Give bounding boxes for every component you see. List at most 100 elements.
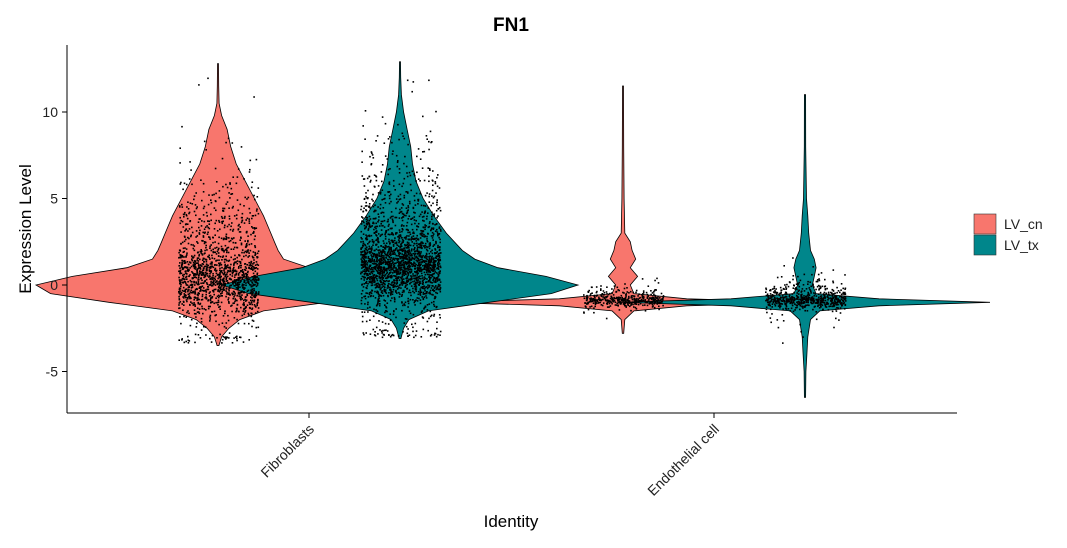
data-point bbox=[239, 203, 242, 206]
data-point bbox=[225, 235, 227, 238]
data-point bbox=[434, 256, 437, 259]
data-point bbox=[206, 283, 209, 285]
data-point bbox=[370, 280, 372, 282]
data-point bbox=[610, 295, 612, 298]
data-point bbox=[419, 256, 422, 258]
data-point bbox=[371, 282, 373, 284]
data-point bbox=[247, 235, 249, 237]
data-point bbox=[393, 251, 396, 254]
data-point bbox=[417, 148, 420, 150]
data-point bbox=[650, 290, 652, 292]
data-point bbox=[179, 267, 181, 269]
data-point bbox=[390, 290, 392, 293]
data-point bbox=[783, 265, 785, 267]
data-point bbox=[399, 234, 402, 236]
data-point bbox=[374, 263, 377, 265]
data-point bbox=[210, 201, 213, 204]
data-point bbox=[799, 302, 801, 304]
data-point bbox=[228, 207, 230, 209]
data-point bbox=[408, 271, 411, 273]
data-point bbox=[180, 283, 182, 286]
data-point bbox=[816, 285, 819, 288]
data-point bbox=[241, 283, 244, 286]
data-point bbox=[372, 222, 374, 225]
data-point bbox=[791, 301, 793, 303]
data-point bbox=[792, 278, 794, 281]
data-point bbox=[606, 295, 609, 297]
data-point bbox=[589, 300, 592, 302]
data-point bbox=[782, 287, 785, 290]
data-point bbox=[395, 262, 397, 264]
data-point bbox=[589, 299, 592, 301]
data-point bbox=[241, 290, 243, 292]
data-point bbox=[233, 295, 235, 298]
data-point bbox=[797, 275, 799, 278]
data-point bbox=[239, 226, 241, 228]
data-point bbox=[817, 302, 820, 304]
data-point bbox=[792, 301, 795, 303]
data-point bbox=[812, 266, 814, 268]
data-point bbox=[602, 294, 605, 296]
data-point bbox=[242, 310, 244, 313]
data-point bbox=[180, 291, 183, 294]
data-point bbox=[382, 224, 384, 227]
data-point bbox=[233, 276, 236, 278]
data-point bbox=[245, 254, 247, 257]
data-point bbox=[375, 266, 377, 268]
data-point bbox=[405, 280, 408, 283]
data-point bbox=[222, 207, 224, 210]
data-point bbox=[368, 260, 370, 263]
data-point bbox=[408, 215, 411, 217]
data-point bbox=[791, 295, 793, 298]
data-point bbox=[844, 274, 846, 276]
data-point bbox=[230, 305, 232, 307]
data-point bbox=[402, 213, 405, 215]
data-point bbox=[800, 299, 803, 302]
data-point bbox=[382, 211, 385, 214]
data-point bbox=[807, 301, 809, 304]
data-point bbox=[232, 230, 234, 232]
data-point bbox=[831, 305, 834, 308]
data-point bbox=[386, 261, 388, 263]
data-point bbox=[409, 252, 412, 254]
data-point bbox=[414, 237, 417, 240]
data-point bbox=[770, 300, 772, 302]
data-point bbox=[384, 260, 387, 263]
data-point bbox=[375, 175, 377, 177]
data-point bbox=[391, 232, 393, 234]
data-point bbox=[384, 197, 386, 200]
data-point bbox=[375, 255, 377, 258]
data-point bbox=[829, 305, 832, 307]
data-point bbox=[387, 168, 390, 171]
data-point bbox=[407, 306, 409, 308]
data-point bbox=[213, 277, 216, 280]
data-point bbox=[377, 240, 379, 242]
data-point bbox=[192, 256, 195, 258]
data-point bbox=[241, 269, 243, 272]
data-point bbox=[224, 282, 227, 285]
data-point bbox=[432, 228, 435, 230]
data-point bbox=[236, 303, 239, 306]
data-point bbox=[374, 276, 376, 279]
x-axis-ticks: Fibroblasts Endothelial cell bbox=[257, 413, 722, 499]
data-point bbox=[421, 211, 423, 213]
data-point bbox=[210, 249, 213, 252]
data-point bbox=[231, 293, 234, 296]
data-point bbox=[179, 294, 181, 296]
data-point bbox=[434, 286, 436, 288]
data-point bbox=[601, 304, 604, 307]
data-point bbox=[384, 259, 386, 261]
data-point bbox=[387, 280, 389, 283]
data-point bbox=[232, 290, 235, 293]
data-point bbox=[436, 251, 438, 253]
data-point bbox=[223, 237, 225, 240]
data-point bbox=[243, 284, 245, 286]
data-point bbox=[836, 307, 838, 309]
data-point bbox=[213, 207, 216, 209]
data-point bbox=[391, 233, 394, 235]
data-point bbox=[766, 294, 769, 297]
data-point bbox=[435, 223, 438, 226]
data-point bbox=[254, 267, 257, 269]
data-point bbox=[811, 296, 814, 298]
data-point bbox=[202, 273, 205, 275]
